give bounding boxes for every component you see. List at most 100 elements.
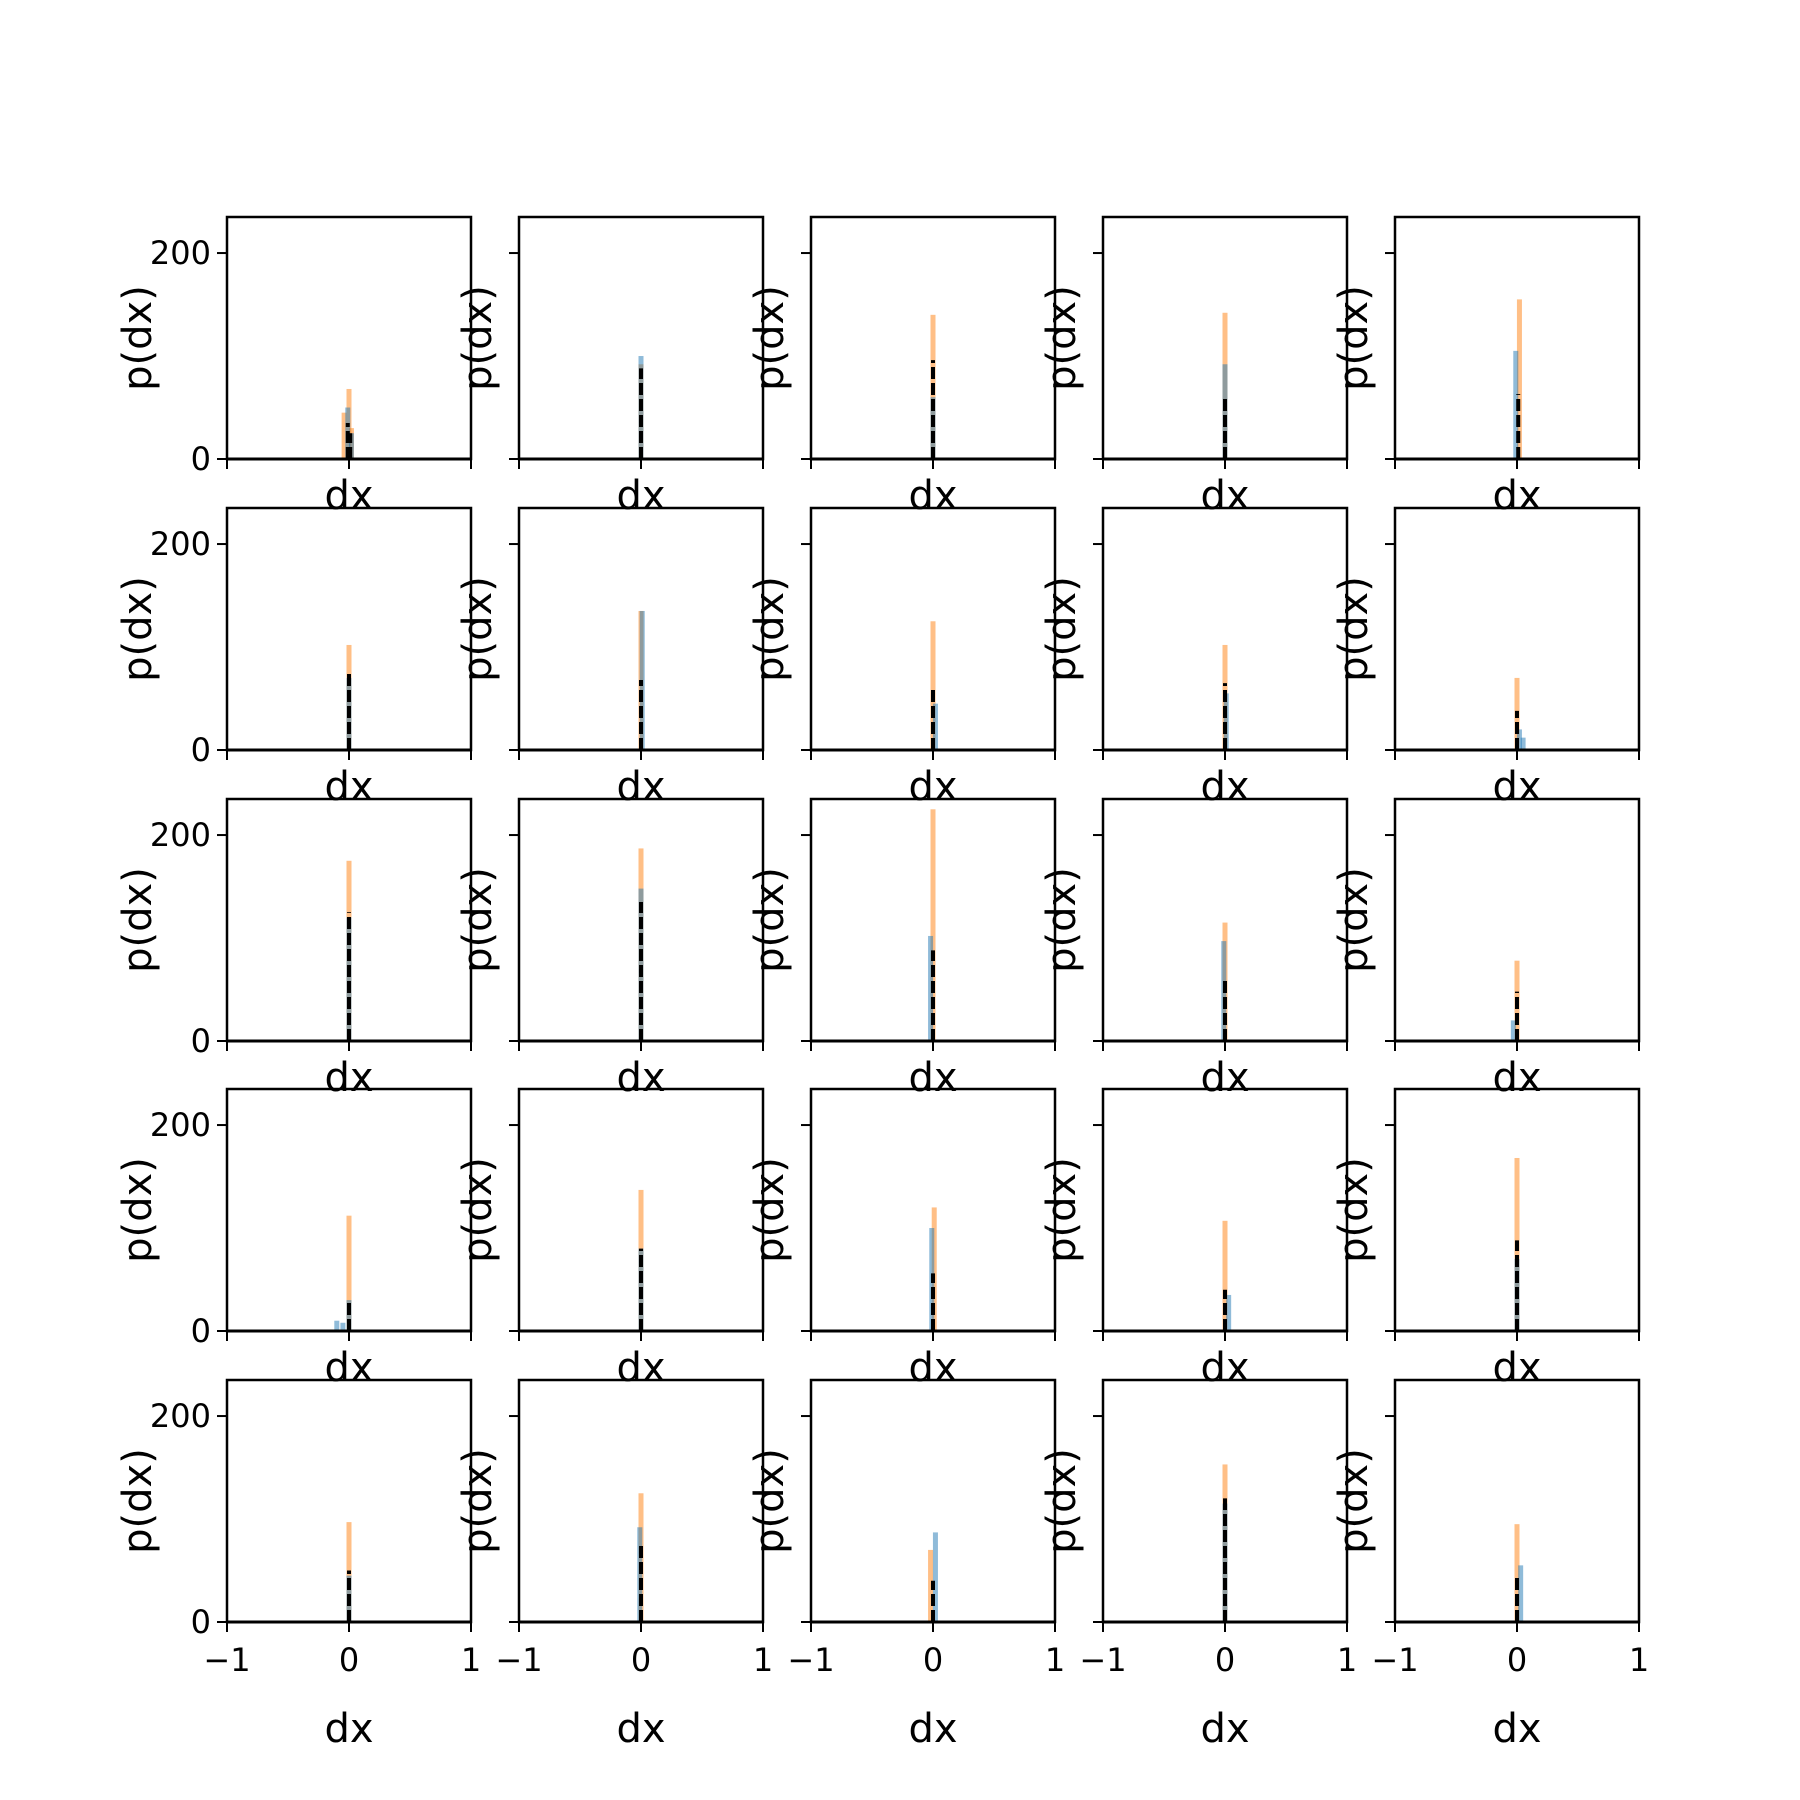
x-axis-label: dx xyxy=(616,1055,665,1101)
x-axis-label: dx xyxy=(908,473,957,519)
panel-r3-c4: dx p(dx) xyxy=(1331,1087,1641,1391)
y-axis-label: p(dx) xyxy=(1331,1448,1377,1554)
blue-histogram-bar xyxy=(1222,364,1228,459)
blue-histogram-bar xyxy=(1510,1020,1516,1041)
x-tick-label: −1 xyxy=(1079,1641,1126,1679)
x-axis-label: dx xyxy=(324,473,373,519)
orange-histogram-bar xyxy=(1516,299,1522,459)
y-tick-label: 200 xyxy=(150,234,211,272)
x-axis-label: dx xyxy=(1200,473,1249,519)
x-axis-label: dx xyxy=(908,1706,957,1752)
panel-r2-c1: dx p(dx) xyxy=(455,797,765,1101)
y-tick-label: 0 xyxy=(191,731,211,769)
panel-r1-c0: 0 200 dx p(dx) xyxy=(115,506,473,810)
y-tick-label: 200 xyxy=(150,1397,211,1435)
blue-histogram-bar xyxy=(1223,693,1229,750)
orange-histogram-bar xyxy=(341,412,347,459)
x-axis-label: dx xyxy=(908,1345,957,1391)
x-tick-label: −1 xyxy=(787,1641,834,1679)
y-axis-label: p(dx) xyxy=(455,576,501,682)
blue-histogram-bar xyxy=(348,433,354,459)
blue-histogram-bar xyxy=(1516,729,1522,750)
y-axis-label: p(dx) xyxy=(747,576,793,682)
orange-histogram-bar xyxy=(930,809,936,1041)
panel-r4-c2: −1 0 1 dx p(dx) xyxy=(747,1378,1065,1752)
blue-histogram-bar xyxy=(1520,737,1526,750)
blue-histogram-bar xyxy=(340,1322,346,1331)
panel-r4-c1: −1 0 1 dx p(dx) xyxy=(455,1378,773,1752)
panel-r1-c1: dx p(dx) xyxy=(455,506,765,810)
y-tick-label: 200 xyxy=(150,816,211,854)
x-tick-label: 0 xyxy=(339,1641,359,1679)
x-axis-label: dx xyxy=(616,1345,665,1391)
panel-r3-c1: dx p(dx) xyxy=(455,1087,765,1391)
x-axis-label: dx xyxy=(1200,1345,1249,1391)
y-axis-label: p(dx) xyxy=(1331,576,1377,682)
y-axis-label: p(dx) xyxy=(455,1157,501,1263)
x-tick-label: −1 xyxy=(203,1641,250,1679)
y-axis-label: p(dx) xyxy=(1039,285,1085,391)
y-axis-label: p(dx) xyxy=(1331,867,1377,973)
y-axis-label: p(dx) xyxy=(1331,1157,1377,1263)
panel-r2-c0: 0 200 dx p(dx) xyxy=(115,797,473,1101)
y-axis-label: p(dx) xyxy=(1039,1448,1085,1554)
y-axis-label: p(dx) xyxy=(115,285,161,391)
x-tick-label: −1 xyxy=(495,1641,542,1679)
orange-histogram-bar xyxy=(346,1215,352,1331)
y-tick-label: 0 xyxy=(191,1603,211,1641)
y-axis-label: p(dx) xyxy=(1331,285,1377,391)
blue-histogram-bar xyxy=(928,935,934,1041)
y-tick-label: 0 xyxy=(191,1022,211,1060)
y-axis-label: p(dx) xyxy=(115,867,161,973)
x-axis-label: dx xyxy=(324,1706,373,1752)
y-axis-label: p(dx) xyxy=(115,576,161,682)
x-axis-label: dx xyxy=(1492,764,1541,810)
x-axis-label: dx xyxy=(908,1055,957,1101)
y-axis-label: p(dx) xyxy=(455,867,501,973)
blue-histogram-bar xyxy=(346,917,352,1041)
y-axis-label: p(dx) xyxy=(455,285,501,391)
blue-histogram-bar xyxy=(346,1300,352,1331)
y-tick-label: 0 xyxy=(191,1312,211,1350)
blue-histogram-bar xyxy=(1518,1565,1524,1622)
y-axis-label: p(dx) xyxy=(1039,867,1085,973)
panel-r1-c2: dx p(dx) xyxy=(747,506,1057,810)
blue-histogram-bar xyxy=(1513,350,1519,459)
x-tick-label: 1 xyxy=(753,1641,773,1679)
x-axis-label: dx xyxy=(1492,473,1541,519)
x-tick-label: −1 xyxy=(1371,1641,1418,1679)
x-axis-label: dx xyxy=(1200,1706,1249,1752)
panel-r0-c0: 0 200 dx p(dx) xyxy=(115,215,473,519)
x-axis-label: dx xyxy=(324,1055,373,1101)
panel-r4-c3: −1 0 1 dx p(dx) xyxy=(1039,1378,1357,1752)
panel-r3-c0: 0 200 dx p(dx) xyxy=(115,1087,473,1391)
x-axis-label: dx xyxy=(908,764,957,810)
x-axis-label: dx xyxy=(1492,1055,1541,1101)
y-tick-label: 200 xyxy=(150,525,211,563)
panel-r0-c4: dx p(dx) xyxy=(1331,215,1641,519)
x-axis-label: dx xyxy=(1200,764,1249,810)
x-axis-label: dx xyxy=(1492,1345,1541,1391)
panel-r0-c1: dx p(dx) xyxy=(455,215,765,519)
panel-grid: 0200dxp(dx)dxp(dx)dxp(dx)dxp(dx)dxp(dx)0… xyxy=(115,215,1649,1752)
panel-r0-c3: dx p(dx) xyxy=(1039,215,1349,519)
blue-histogram-bar xyxy=(932,1532,938,1622)
panel-r2-c3: dx p(dx) xyxy=(1039,797,1349,1101)
panel-r2-c2: dx p(dx) xyxy=(747,797,1057,1101)
panel-r4-c4: −1 0 1 dx p(dx) xyxy=(1331,1378,1649,1752)
blue-histogram-bar xyxy=(930,397,936,459)
y-axis-label: p(dx) xyxy=(455,1448,501,1554)
y-tick-label: 200 xyxy=(150,1106,211,1144)
y-tick-label: 0 xyxy=(191,440,211,478)
y-axis-label: p(dx) xyxy=(115,1448,161,1554)
x-tick-label: 0 xyxy=(923,1641,943,1679)
panel-r1-c3: dx p(dx) xyxy=(1039,506,1349,810)
y-axis-label: p(dx) xyxy=(747,867,793,973)
x-axis-label: dx xyxy=(324,1345,373,1391)
x-tick-label: 1 xyxy=(461,1641,481,1679)
blue-histogram-bar xyxy=(638,888,644,1041)
y-axis-label: p(dx) xyxy=(747,285,793,391)
panel-r2-c4: dx p(dx) xyxy=(1331,797,1641,1101)
blue-histogram-bar xyxy=(932,703,938,750)
panel-r3-c3: dx p(dx) xyxy=(1039,1087,1349,1391)
